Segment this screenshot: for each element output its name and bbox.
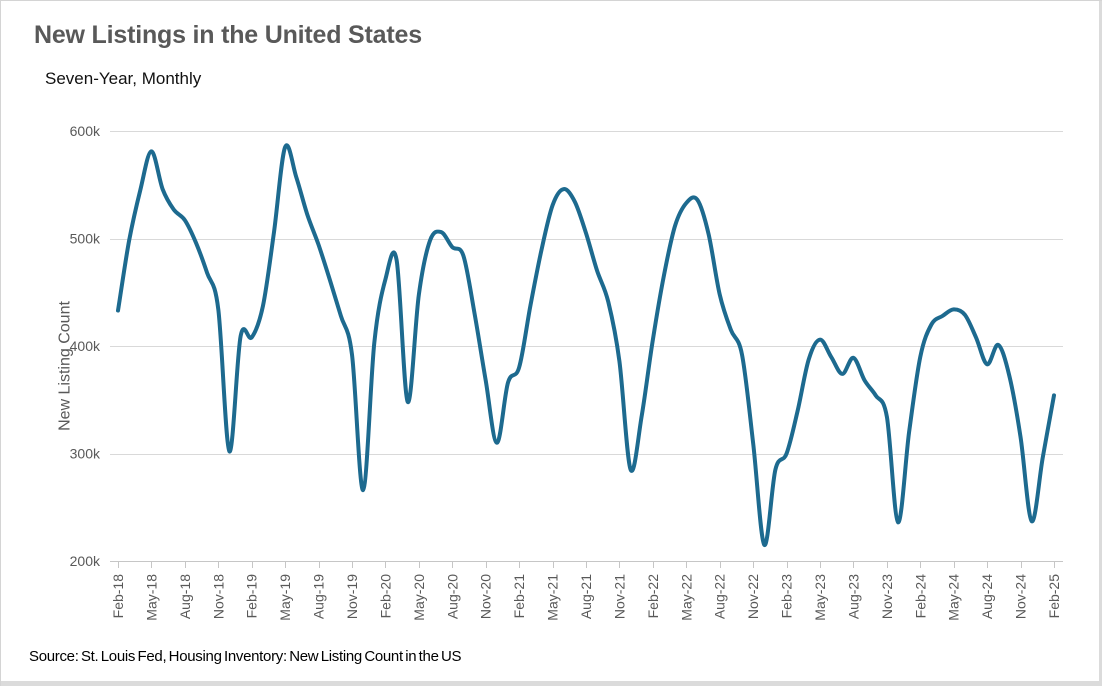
x-axis-tick-label: May-19 [277,574,293,621]
x-axis-tick-label: Nov-23 [879,574,895,619]
x-axis-tick-label: Nov-19 [344,574,360,619]
chart-title: New Listings in the United States [34,21,422,49]
x-axis-tick-label: Aug-24 [979,574,995,619]
x-axis-tick-label: Aug-22 [712,574,728,619]
x-axis-tick-label: May-23 [812,574,828,621]
chart-subtitle: Seven-Year, Monthly [45,69,202,88]
x-axis-tick-label: Feb-20 [377,574,393,619]
frame-bottom-edge [1,681,1102,686]
x-axis-tick-label: Nov-21 [611,574,627,619]
x-axis-tick-label: Feb-25 [1046,574,1062,619]
x-axis-tick-label: Feb-24 [912,574,928,619]
x-axis-tick-label: May-24 [946,574,962,621]
y-axis-tick-label: 300k [70,446,101,462]
x-axis-tick-label: Nov-22 [745,574,761,619]
x-axis-tick-label: Feb-19 [244,574,260,619]
x-axis-tick-label: May-22 [678,574,694,621]
y-axis-tick-label: 200k [70,553,101,569]
y-axis-tick-label: 600k [70,123,101,139]
y-axis-tick-label: 500k [70,231,101,247]
x-axis-tick-label: May-18 [143,574,159,621]
y-axis-title: New Listing Count [57,301,74,431]
x-axis-tick-label: Aug-18 [177,574,193,619]
x-axis-tick-label: Feb-21 [511,574,527,619]
x-axis-tick-label: Aug-20 [444,574,460,619]
x-axis-tick-label: Aug-21 [578,574,594,619]
x-axis-tick-label: Feb-18 [110,574,126,619]
data-series-line [116,143,1056,547]
source-note: Source: St. Louis Fed, Housing Inventory… [29,648,462,665]
x-axis-tick-label: Nov-24 [1013,574,1029,619]
x-axis-tick-label: Feb-23 [779,574,795,619]
frame-right-edge [1099,1,1102,686]
x-axis-tick-label: Aug-19 [311,574,327,619]
x-axis-tick-label: May-20 [411,574,427,621]
x-axis-tick-label: Nov-18 [210,574,226,619]
x-axis-tick-label: Aug-23 [845,574,861,619]
x-axis-tick-label: Feb-22 [645,574,661,619]
x-axis-tick-label: Nov-20 [478,574,494,619]
y-axis-tick-label: 400k [70,338,101,354]
x-axis-tick-label: May-21 [545,574,561,621]
